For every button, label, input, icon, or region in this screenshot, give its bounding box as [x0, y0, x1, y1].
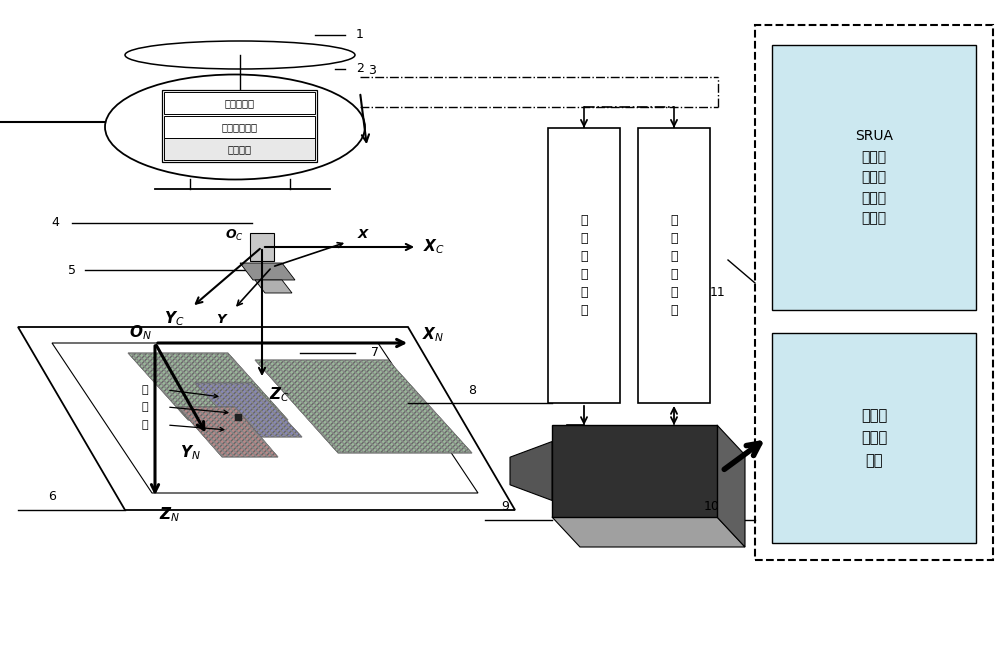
Text: $\boldsymbol{Z}_N$: $\boldsymbol{Z}_N$ [159, 505, 181, 524]
Polygon shape [18, 327, 515, 510]
Text: 2: 2 [356, 63, 364, 76]
Polygon shape [178, 407, 278, 457]
Bar [552, 425, 717, 517]
Text: $\boldsymbol{Y}_C$: $\boldsymbol{Y}_C$ [164, 310, 184, 329]
Text: 无
线
数
传
模
块: 无 线 数 传 模 块 [670, 214, 678, 317]
Bar [164, 92, 315, 114]
Text: 绿: 绿 [142, 385, 148, 395]
Text: $\boldsymbol{Z}_C$: $\boldsymbol{Z}_C$ [269, 386, 289, 404]
Text: 4: 4 [51, 217, 59, 229]
Text: 8: 8 [468, 384, 476, 396]
Text: 飞控系统: 飞控系统 [228, 144, 252, 154]
Text: 7: 7 [371, 346, 379, 360]
Text: SRUA
状态和
摄像机
图像信
息显示: SRUA 状态和 摄像机 图像信 息显示 [855, 129, 893, 225]
Polygon shape [240, 263, 295, 280]
Text: 蓝: 蓝 [142, 402, 148, 412]
Ellipse shape [105, 74, 365, 180]
Text: $\boldsymbol{O}_C$: $\boldsymbol{O}_C$ [225, 227, 243, 243]
Bar [772, 45, 976, 310]
Bar [755, 25, 993, 560]
Text: 9: 9 [501, 501, 509, 513]
Polygon shape [510, 442, 552, 501]
Ellipse shape [125, 41, 355, 69]
Text: 1: 1 [356, 29, 364, 41]
Polygon shape [255, 280, 292, 293]
Text: $\boldsymbol{X}_C$: $\boldsymbol{X}_C$ [423, 237, 445, 256]
Text: 红: 红 [142, 420, 148, 430]
Polygon shape [255, 360, 472, 453]
Text: $\boldsymbol{Y}$: $\boldsymbol{Y}$ [216, 313, 228, 325]
Text: $\boldsymbol{X}_N$: $\boldsymbol{X}_N$ [422, 326, 444, 344]
Text: 6: 6 [48, 491, 56, 503]
Bar [164, 116, 315, 138]
Polygon shape [52, 343, 478, 493]
Polygon shape [128, 353, 288, 420]
Bar [162, 90, 317, 162]
Bar [638, 128, 710, 403]
Polygon shape [717, 425, 745, 547]
Text: 无
线
图
传
模
块: 无 线 图 传 模 块 [580, 214, 588, 317]
Text: 数据处理单元: 数据处理单元 [222, 122, 258, 132]
Bar [164, 138, 315, 160]
Bar [250, 233, 274, 261]
Text: $\boldsymbol{Y}_N$: $\boldsymbol{Y}_N$ [180, 444, 200, 462]
Bar [772, 333, 976, 543]
Text: $\boldsymbol{X}$: $\boldsymbol{X}$ [357, 229, 371, 241]
Polygon shape [195, 383, 302, 437]
Text: $\boldsymbol{O}_N$: $\boldsymbol{O}_N$ [129, 324, 151, 342]
Text: 5: 5 [68, 263, 76, 277]
Text: 11: 11 [710, 287, 726, 299]
Text: 单目视
觉处理
单元: 单目视 觉处理 单元 [861, 408, 887, 467]
Bar [548, 128, 620, 403]
Text: 机载传感器: 机载传感器 [224, 98, 254, 108]
Polygon shape [552, 517, 745, 547]
Text: 3: 3 [368, 63, 376, 76]
Text: 10: 10 [704, 501, 720, 513]
